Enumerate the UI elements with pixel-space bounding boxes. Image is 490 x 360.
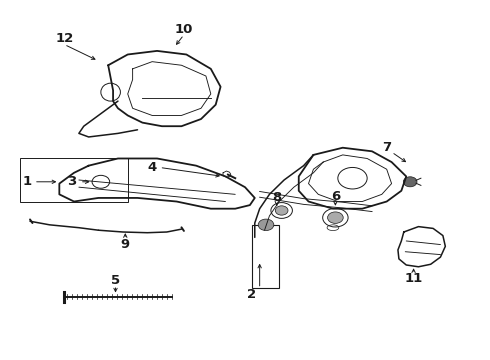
Bar bbox=[20, 158, 128, 202]
Bar bbox=[252, 225, 279, 288]
Text: 4: 4 bbox=[147, 161, 157, 174]
Text: 2: 2 bbox=[247, 288, 256, 301]
Text: 10: 10 bbox=[175, 23, 193, 36]
Text: 5: 5 bbox=[111, 274, 120, 287]
Text: 12: 12 bbox=[55, 32, 74, 45]
Circle shape bbox=[275, 206, 288, 215]
Text: 11: 11 bbox=[404, 272, 423, 285]
Text: 6: 6 bbox=[331, 190, 340, 203]
Circle shape bbox=[258, 219, 274, 230]
Text: 9: 9 bbox=[121, 238, 130, 251]
Text: 7: 7 bbox=[382, 141, 391, 154]
Text: 8: 8 bbox=[272, 192, 281, 204]
Text: 3: 3 bbox=[67, 175, 76, 188]
Text: 1: 1 bbox=[23, 175, 32, 188]
Circle shape bbox=[403, 177, 417, 187]
Circle shape bbox=[328, 212, 343, 224]
